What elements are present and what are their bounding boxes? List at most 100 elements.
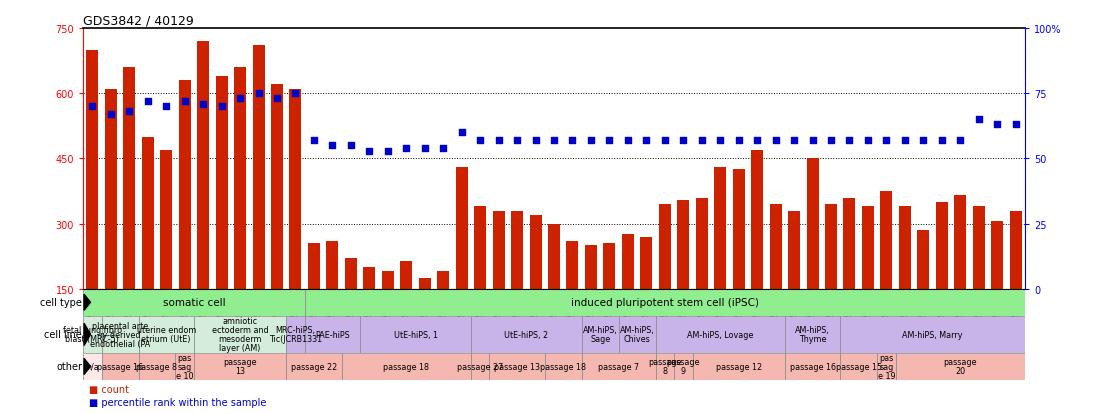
Point (287, 90, 305, 97)
Point (379, 148, 397, 154)
Bar (197, 42, 209, 289)
Bar (305, 316, 360, 353)
Bar (438, 272, 449, 289)
Bar (843, 198, 855, 289)
Point (582, 138, 599, 144)
Bar (471, 353, 490, 380)
Bar (253, 46, 265, 289)
Bar (419, 278, 431, 289)
Bar (659, 204, 670, 289)
Point (342, 142, 360, 149)
Point (102, 112, 120, 118)
Point (471, 138, 489, 144)
Point (1007, 122, 1025, 128)
Point (803, 138, 821, 144)
Point (767, 138, 784, 144)
Bar (102, 353, 138, 380)
Point (121, 109, 138, 116)
Polygon shape (84, 294, 91, 311)
Point (988, 122, 1006, 128)
Point (933, 138, 951, 144)
Text: cell type: cell type (40, 297, 82, 308)
Bar (138, 353, 175, 380)
Point (730, 138, 748, 144)
Text: induced pluripotent stem cell (iPSC): induced pluripotent stem cell (iPSC) (571, 297, 759, 308)
Bar (566, 241, 578, 289)
Bar (455, 168, 468, 289)
Bar (622, 235, 634, 289)
Text: fetal lung fibro
blast (MRC-5): fetal lung fibro blast (MRC-5) (63, 325, 122, 344)
Bar (490, 353, 545, 380)
Bar (677, 200, 689, 289)
Point (434, 145, 452, 152)
Polygon shape (84, 358, 91, 375)
Point (564, 138, 582, 144)
Point (176, 98, 194, 105)
Bar (194, 316, 286, 353)
Text: other: other (57, 361, 82, 372)
Bar (511, 211, 523, 289)
Bar (289, 90, 301, 289)
Bar (862, 206, 874, 289)
Text: AM-hiPS, Marry: AM-hiPS, Marry (902, 330, 963, 339)
Bar (530, 216, 542, 289)
Text: pas
sag
e 19: pas sag e 19 (878, 353, 895, 380)
Point (786, 138, 803, 144)
Bar (784, 353, 840, 380)
Bar (936, 202, 947, 289)
Point (232, 96, 249, 102)
Text: passage 15: passage 15 (835, 362, 882, 371)
Text: passage 12: passage 12 (716, 362, 761, 371)
Bar (788, 211, 800, 289)
Text: placental arte
ry-derived
endothelial (PA: placental arte ry-derived endothelial (P… (90, 321, 151, 348)
Text: ■ percentile rank within the sample: ■ percentile rank within the sample (89, 397, 266, 407)
Bar (807, 159, 819, 289)
Text: passage
13: passage 13 (224, 358, 257, 375)
Text: UtE-hiPS, 2: UtE-hiPS, 2 (504, 330, 548, 339)
Bar (878, 353, 895, 380)
Point (398, 145, 416, 152)
Point (268, 96, 286, 102)
Text: passage
20: passage 20 (944, 358, 977, 375)
Point (138, 98, 156, 105)
Point (453, 130, 471, 136)
Bar (674, 353, 692, 380)
Bar (194, 353, 286, 380)
Bar (216, 76, 227, 289)
Bar (545, 353, 582, 380)
Text: AM-hiPS, Lovage: AM-hiPS, Lovage (687, 330, 753, 339)
Point (970, 116, 987, 123)
Point (692, 138, 710, 144)
Point (601, 138, 618, 144)
Bar (640, 237, 653, 289)
Text: passage
9: passage 9 (667, 358, 700, 375)
Point (360, 148, 378, 154)
Text: passage 18: passage 18 (541, 362, 586, 371)
Text: passage 7: passage 7 (598, 362, 639, 371)
Text: passage 16: passage 16 (98, 362, 143, 371)
Bar (400, 261, 412, 289)
Bar (715, 168, 726, 289)
Bar (83, 353, 102, 380)
Bar (751, 150, 763, 289)
Bar (585, 246, 597, 289)
Bar (142, 137, 154, 289)
Bar (973, 206, 985, 289)
Bar (656, 316, 784, 353)
Bar (83, 289, 305, 316)
Bar (895, 353, 1025, 380)
Text: amniotic
ectoderm and
mesoderm
layer (AM): amniotic ectoderm and mesoderm layer (AM… (212, 317, 268, 352)
Bar (105, 90, 116, 289)
Bar (286, 316, 305, 353)
Bar (83, 316, 102, 353)
Text: passage
8: passage 8 (648, 358, 681, 375)
Point (509, 138, 526, 144)
Text: uterine endom
etrium (UtE): uterine endom etrium (UtE) (136, 325, 196, 344)
Bar (825, 204, 837, 289)
Polygon shape (84, 323, 91, 346)
Bar (692, 353, 784, 380)
Bar (881, 192, 892, 289)
Bar (341, 353, 471, 380)
Bar (732, 170, 745, 289)
Point (324, 142, 341, 149)
